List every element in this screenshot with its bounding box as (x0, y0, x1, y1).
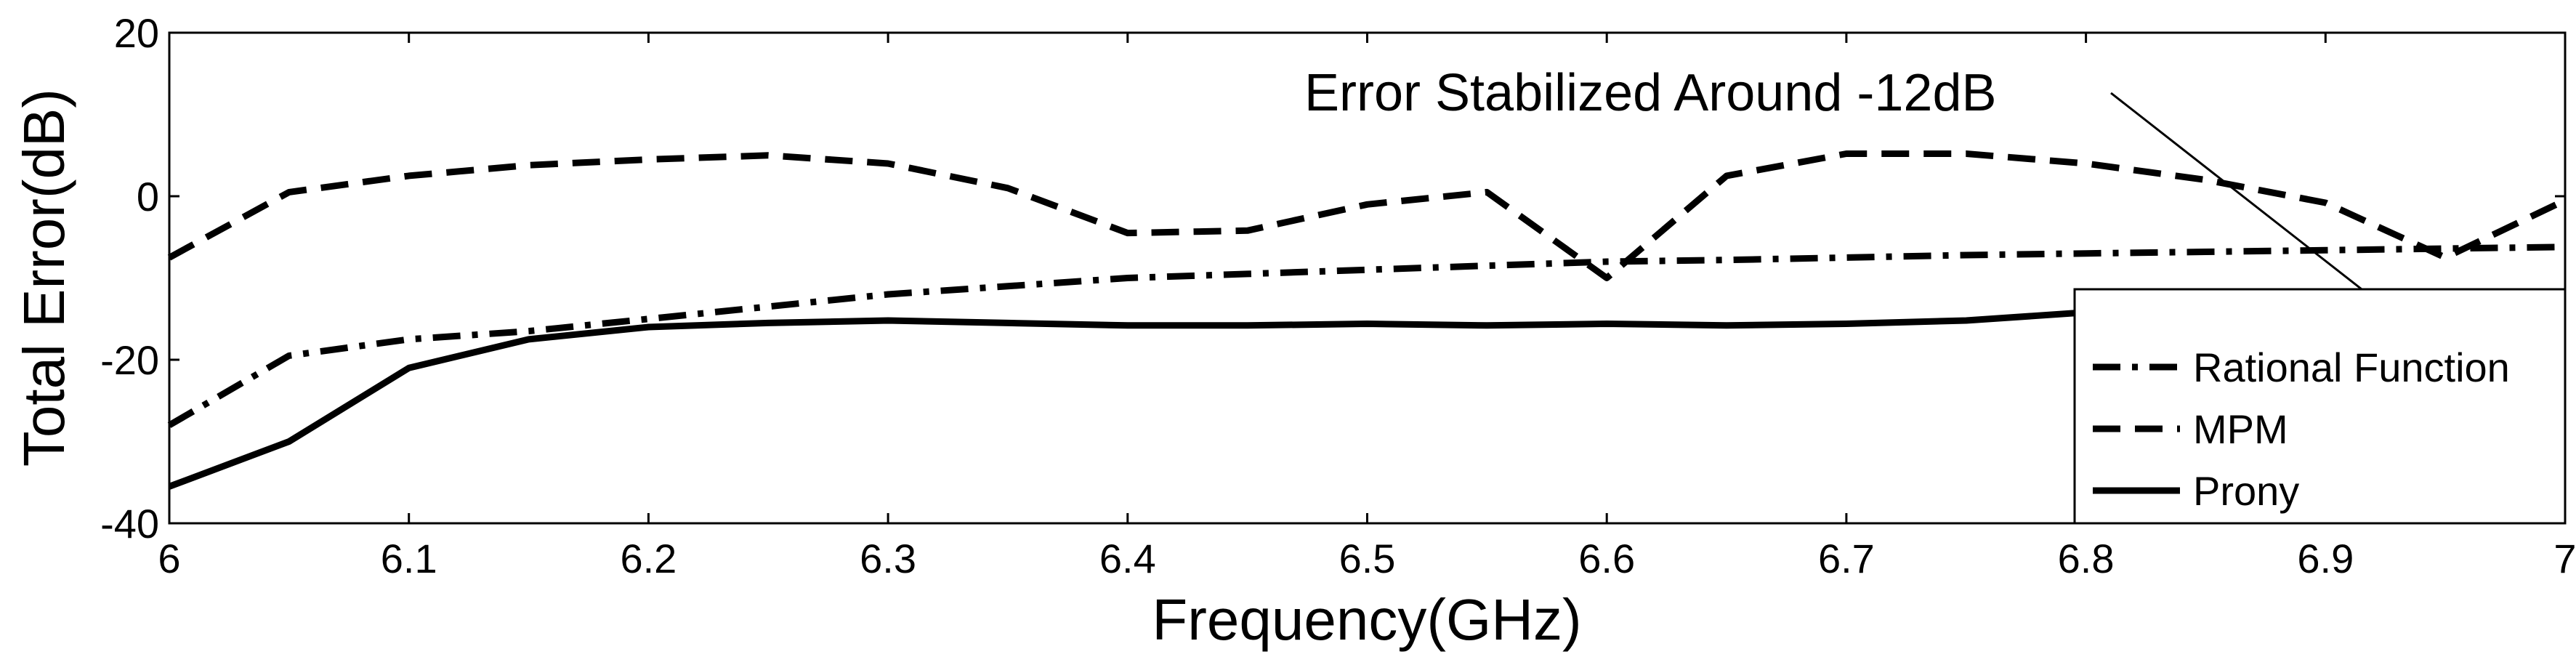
legend-box (2073, 288, 2567, 525)
x-tick-label: 6.6 (1578, 536, 1635, 581)
x-tick-label: 6.7 (1818, 536, 1875, 581)
x-axis-title: Frequency(GHz) (1152, 587, 1581, 652)
series-line-mpm (167, 150, 2567, 281)
legend-label: Prony (2193, 468, 2299, 514)
y-axis-title: Total Error(dB) (12, 89, 76, 467)
x-tick-label: 6.4 (1099, 536, 1156, 581)
axis-ticks: 6 6.1 6.2 6.3 6.4 6.5 6.6 6.7 6.8 6.9 7 -40 -20 0 20 (100, 10, 2576, 581)
x-tick-label: 6.3 (860, 536, 916, 581)
annotation-text: Error Stabilized Around -12dB (1304, 64, 1997, 122)
legend-label: Rational Function (2193, 344, 2510, 390)
x-tick-label: 6.9 (2297, 536, 2354, 581)
annotation-arrow (2110, 92, 2375, 299)
x-tick-label: 6.5 (1339, 536, 1396, 581)
x-tick-label: 7 (2553, 536, 2576, 581)
series-line-rational-function (167, 243, 2566, 428)
y-tick-label: -20 (100, 337, 159, 383)
x-tick-label: 6.1 (381, 536, 437, 581)
legend: Rational Function MPM Prony (2073, 288, 2567, 525)
x-tick-label: 6.8 (2058, 536, 2115, 581)
x-tick-label: 6 (158, 536, 180, 581)
x-tick-label: 6.2 (620, 536, 677, 581)
y-tick-label: 20 (114, 10, 159, 56)
legend-label: MPM (2193, 406, 2288, 452)
annotation: Error Stabilized Around -12dB (1304, 64, 2375, 299)
y-tick-label: 0 (137, 174, 159, 219)
y-tick-label: -40 (100, 501, 159, 547)
